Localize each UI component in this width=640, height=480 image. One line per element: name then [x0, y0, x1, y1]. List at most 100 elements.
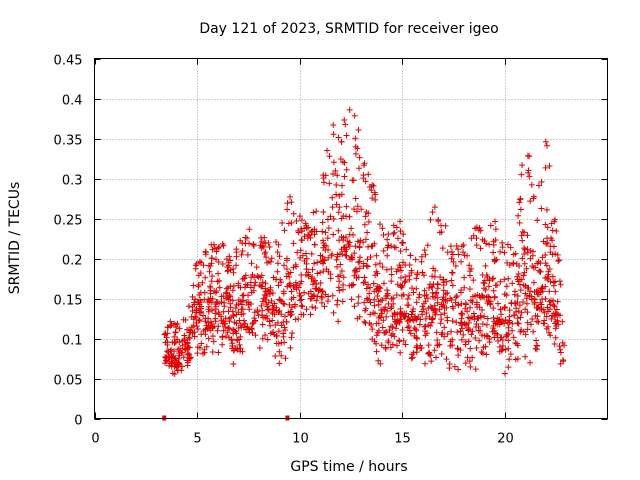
data-point — [483, 351, 490, 358]
data-point — [293, 282, 300, 289]
data-point — [534, 305, 541, 312]
data-point — [184, 326, 191, 333]
data-point — [343, 166, 350, 173]
data-point — [212, 310, 219, 317]
data-point — [440, 277, 447, 284]
data-point — [355, 293, 362, 300]
data-point — [216, 311, 223, 318]
data-point — [322, 229, 329, 236]
data-point — [432, 267, 439, 274]
data-point — [440, 281, 447, 288]
data-point — [333, 191, 340, 198]
data-point — [168, 363, 175, 370]
data-point — [308, 228, 315, 235]
data-point — [514, 355, 521, 362]
data-point — [466, 272, 473, 279]
data-point — [512, 250, 519, 257]
data-point — [373, 268, 380, 275]
data-point — [384, 252, 391, 259]
data-point — [547, 249, 554, 256]
data-point — [227, 314, 234, 321]
data-point — [360, 162, 367, 169]
data-point — [230, 326, 237, 333]
data-point — [307, 311, 314, 318]
data-point — [341, 117, 348, 124]
data-point — [492, 218, 499, 225]
data-point — [301, 289, 308, 296]
data-point — [530, 328, 537, 335]
data-point — [202, 331, 209, 338]
data-point — [483, 332, 490, 339]
data-point — [208, 320, 215, 327]
data-point — [309, 227, 316, 234]
data-point — [337, 261, 344, 268]
data-point — [325, 246, 332, 253]
data-point — [394, 235, 401, 242]
data-point — [237, 237, 244, 244]
data-point — [413, 334, 420, 341]
data-point — [319, 294, 326, 301]
data-point — [269, 309, 276, 316]
data-point — [521, 250, 528, 257]
data-point — [490, 238, 497, 245]
data-point — [551, 341, 558, 348]
data-point — [352, 143, 359, 150]
data-point — [249, 329, 256, 336]
data-point — [267, 284, 274, 291]
data-point — [462, 341, 469, 348]
data-point — [506, 356, 513, 363]
data-point — [250, 287, 257, 294]
data-point — [434, 299, 441, 306]
data-point — [373, 286, 380, 293]
data-point — [509, 320, 516, 327]
data-point — [554, 251, 561, 258]
data-point — [423, 330, 430, 337]
data-point — [519, 255, 526, 262]
data-point — [330, 309, 337, 316]
data-point — [412, 326, 419, 333]
data-point — [557, 360, 564, 367]
data-point — [261, 291, 268, 298]
data-point — [339, 298, 346, 305]
data-point — [460, 249, 467, 256]
data-point — [546, 288, 553, 295]
data-point — [382, 329, 389, 336]
data-point — [305, 271, 312, 278]
data-point — [195, 317, 202, 324]
data-point — [422, 298, 429, 305]
data-point — [319, 258, 326, 265]
data-point — [263, 254, 270, 261]
data-point — [470, 232, 477, 239]
data-point — [226, 253, 233, 260]
data-point — [452, 294, 459, 301]
data-point — [284, 206, 291, 213]
data-point — [281, 301, 288, 308]
data-point — [232, 304, 239, 311]
data-point — [286, 282, 293, 289]
data-point — [342, 252, 349, 259]
data-point — [274, 319, 281, 326]
data-point — [187, 354, 194, 361]
data-point — [421, 292, 428, 299]
data-point — [403, 310, 410, 317]
data-point — [280, 288, 287, 295]
data-point — [320, 268, 327, 275]
data-point — [431, 273, 438, 280]
data-point — [429, 273, 436, 280]
data-point — [208, 278, 215, 285]
data-point — [497, 306, 504, 313]
data-point — [221, 299, 228, 306]
data-point — [550, 302, 557, 309]
data-point — [409, 354, 416, 361]
data-point — [427, 216, 434, 223]
data-point — [244, 324, 251, 331]
data-point — [393, 325, 400, 332]
data-point — [343, 213, 350, 220]
data-point — [553, 311, 560, 318]
data-point — [522, 353, 529, 360]
data-point — [226, 325, 233, 332]
data-point — [219, 320, 226, 327]
data-point — [390, 295, 397, 302]
data-point — [235, 280, 242, 287]
data-point — [372, 196, 379, 203]
